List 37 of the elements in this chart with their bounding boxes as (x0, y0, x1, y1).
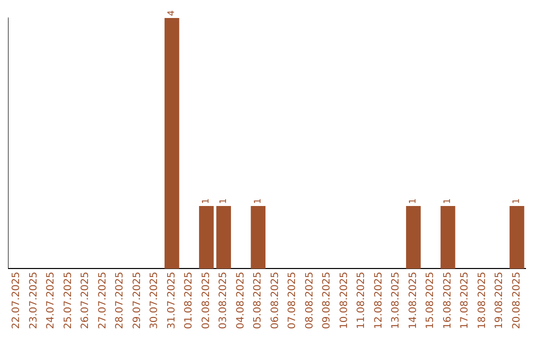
x-tick-label: 03.08.2025 (218, 272, 230, 330)
x-tick-label: 06.08.2025 (270, 272, 281, 330)
x-tick-label: 08.08.2025 (304, 272, 316, 330)
data-label: 4 (167, 10, 178, 16)
x-tick-label: 20.08.2025 (511, 272, 522, 330)
x-tick-label: 29.07.2025 (132, 272, 143, 330)
x-tick-label: 05.08.2025 (252, 272, 264, 330)
x-tick-label: 25.07.2025 (62, 272, 74, 330)
x-tick-label: 17.08.2025 (460, 272, 471, 330)
x-tick-label: 04.08.2025 (235, 272, 246, 330)
x-tick-label: 19.08.2025 (494, 272, 506, 330)
data-label: 1 (253, 198, 264, 204)
data-label: 1 (512, 198, 522, 204)
x-tick-label: 26.07.2025 (80, 272, 92, 330)
x-tick-label: 28.07.2025 (114, 272, 126, 330)
x-tick-label: 02.08.2025 (200, 272, 212, 330)
data-label: 1 (443, 198, 454, 204)
x-tick-label: 18.08.2025 (476, 272, 488, 330)
data-label: 1 (408, 198, 419, 204)
x-tick-label: 14.08.2025 (408, 272, 419, 330)
x-tick-label: 09.08.2025 (322, 272, 333, 330)
x-tick-label: 11.08.2025 (356, 272, 368, 330)
x-tick-label: 24.07.2025 (46, 272, 57, 330)
x-tick-label: 13.08.2025 (390, 272, 402, 330)
x-tick-label: 15.08.2025 (425, 272, 436, 330)
data-label: 1 (218, 198, 229, 204)
x-tick-label: 22.07.2025 (11, 272, 22, 330)
x-tick-label: 30.07.2025 (149, 272, 160, 330)
x-tick-label: 07.08.2025 (287, 272, 298, 330)
x-tick-label: 27.07.2025 (97, 272, 108, 330)
data-label: 1 (202, 198, 212, 204)
x-tick-label: 01.08.2025 (184, 272, 195, 330)
x-tick-label: 10.08.2025 (338, 272, 350, 330)
x-tick-label: 16.08.2025 (442, 272, 454, 330)
x-tick-label: 23.07.2025 (28, 272, 40, 330)
x-tick-label: 12.08.2025 (373, 272, 384, 330)
x-tick-label: 31.07.2025 (166, 272, 178, 330)
